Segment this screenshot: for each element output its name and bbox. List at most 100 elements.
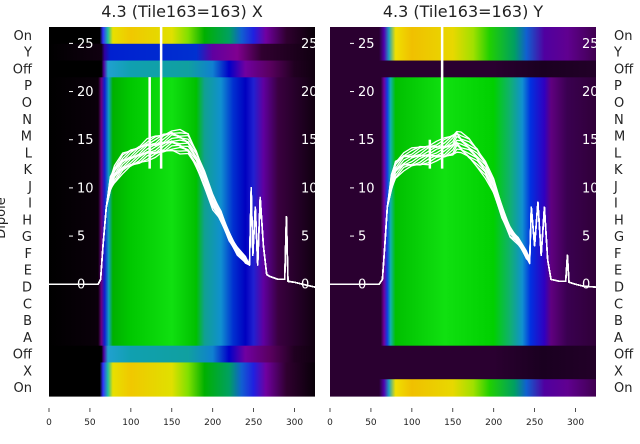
- row-label: J: [27, 180, 32, 195]
- x-tick-label: 100: [403, 418, 420, 428]
- row-label: X: [23, 364, 32, 379]
- row-label: On: [14, 29, 32, 44]
- row-label: O: [614, 96, 624, 111]
- row-label: H: [22, 213, 32, 228]
- heatmap-row-on: [330, 27, 596, 45]
- row-label: I: [614, 197, 618, 212]
- row-label: On: [14, 381, 32, 396]
- inner-y-tick-label: 25: [358, 37, 375, 52]
- heatmap-row-h: [330, 211, 596, 229]
- heatmap-row-e: [49, 261, 315, 280]
- x-tick-label: 200: [485, 418, 502, 428]
- heatmap-row-on: [49, 379, 315, 397]
- x-tick-label: 100: [122, 418, 139, 428]
- inner-y-tick-label: 5: [77, 230, 85, 245]
- inner-y-tick-label: 20: [358, 85, 375, 100]
- row-label: D: [22, 280, 32, 295]
- heatmap-row-h: [49, 211, 315, 229]
- heatmap-row-off: [330, 345, 596, 364]
- heatmap-row-x: [330, 362, 596, 380]
- heatmap-row-o: [330, 94, 596, 112]
- row-label: O: [22, 96, 32, 111]
- inner-y-tick-label: 0: [77, 278, 85, 293]
- inner-y2-tick-label: 5: [582, 230, 590, 245]
- row-label: C: [614, 297, 623, 312]
- x-tick-label: 150: [444, 418, 461, 428]
- heatmap-row-n: [49, 110, 315, 129]
- row-label: K: [23, 163, 32, 178]
- row-label: Off: [13, 62, 33, 77]
- x-tick-label: 250: [526, 418, 543, 428]
- inner-y2-tick-label: 25: [582, 37, 599, 52]
- row-label: P: [24, 79, 32, 94]
- heatmap-row-b: [49, 312, 315, 330]
- row-label: N: [614, 113, 624, 128]
- y-axis-label: Dipole: [0, 197, 9, 238]
- x-tick-label: 300: [567, 418, 584, 428]
- row-label: Off: [13, 348, 33, 363]
- inner-y-tick-label: 0: [358, 278, 366, 293]
- row-label: B: [23, 314, 32, 329]
- inner-y-tick-label: 10: [358, 181, 375, 196]
- heatmap-row-k: [330, 161, 596, 179]
- row-label: B: [614, 314, 623, 329]
- heatmap-row-p: [330, 77, 596, 95]
- heatmap-row-y: [330, 43, 596, 62]
- row-label: Y: [23, 46, 32, 61]
- heatmap-row-i: [330, 194, 596, 213]
- row-label: L: [614, 146, 622, 161]
- chart-title: 4.3 (Tile163=163) Y: [383, 2, 544, 21]
- inner-y-tick-label: 25: [77, 37, 94, 52]
- row-label: J: [613, 180, 618, 195]
- inner-y2-tick-label: 0: [582, 278, 590, 293]
- row-label: M: [614, 130, 625, 145]
- inner-y-tick-label: 15: [77, 133, 94, 148]
- row-label: X: [614, 364, 623, 379]
- row-label: A: [614, 331, 623, 346]
- heatmap-row-l: [49, 144, 315, 162]
- x-tick-label: 250: [245, 418, 262, 428]
- row-label: I: [28, 197, 32, 212]
- row-label: K: [614, 163, 623, 178]
- row-label: H: [614, 213, 624, 228]
- heatmap-row-b: [330, 312, 596, 330]
- heatmap-row-g: [49, 228, 315, 246]
- heatmap-row-x: [49, 362, 315, 380]
- heatmap-row-y: [49, 43, 315, 62]
- row-label: G: [614, 230, 624, 245]
- row-label: E: [24, 264, 32, 279]
- inner-y2-tick-label: 25: [301, 37, 318, 52]
- trace-line: [330, 130, 597, 288]
- trace-line: [49, 128, 316, 288]
- panel-y: 4.3 (Tile163=163) YOnYOffPONMLKJIHGFEDCB…: [327, 2, 634, 428]
- heatmap-row-i: [49, 194, 315, 213]
- chart-title: 4.3 (Tile163=163) X: [101, 2, 263, 21]
- x-tick-label: 50: [365, 418, 377, 428]
- heatmap-row-on: [330, 379, 596, 397]
- heatmap-row-d: [330, 278, 596, 296]
- row-label: M: [21, 130, 32, 145]
- inner-y-tick-label: 10: [77, 181, 94, 196]
- inner-y2-tick-label: 20: [582, 85, 599, 100]
- inner-y2-tick-label: 15: [582, 133, 599, 148]
- row-label: A: [23, 331, 32, 346]
- row-label: E: [614, 264, 622, 279]
- heatmap-row-d: [49, 278, 315, 296]
- inner-y-tick-label: 15: [358, 133, 375, 148]
- inner-y-tick-label: 20: [77, 85, 94, 100]
- inner-y-tick-label: 5: [358, 230, 366, 245]
- heatmap-row-c: [49, 295, 315, 313]
- x-tick-label: 150: [163, 418, 180, 428]
- row-label: F: [614, 247, 621, 262]
- inner-y2-tick-label: 10: [582, 181, 599, 196]
- row-label: N: [22, 113, 32, 128]
- row-label: Off: [614, 348, 634, 363]
- inner-y2-tick-label: 5: [301, 230, 309, 245]
- heatmap-row-a: [330, 328, 596, 347]
- x-tick-label: 50: [84, 418, 96, 428]
- heatmap-row-c: [330, 295, 596, 313]
- x-tick-label: 300: [286, 418, 303, 428]
- heatmap-row-e: [330, 261, 596, 280]
- heatmap-row-p: [49, 77, 315, 95]
